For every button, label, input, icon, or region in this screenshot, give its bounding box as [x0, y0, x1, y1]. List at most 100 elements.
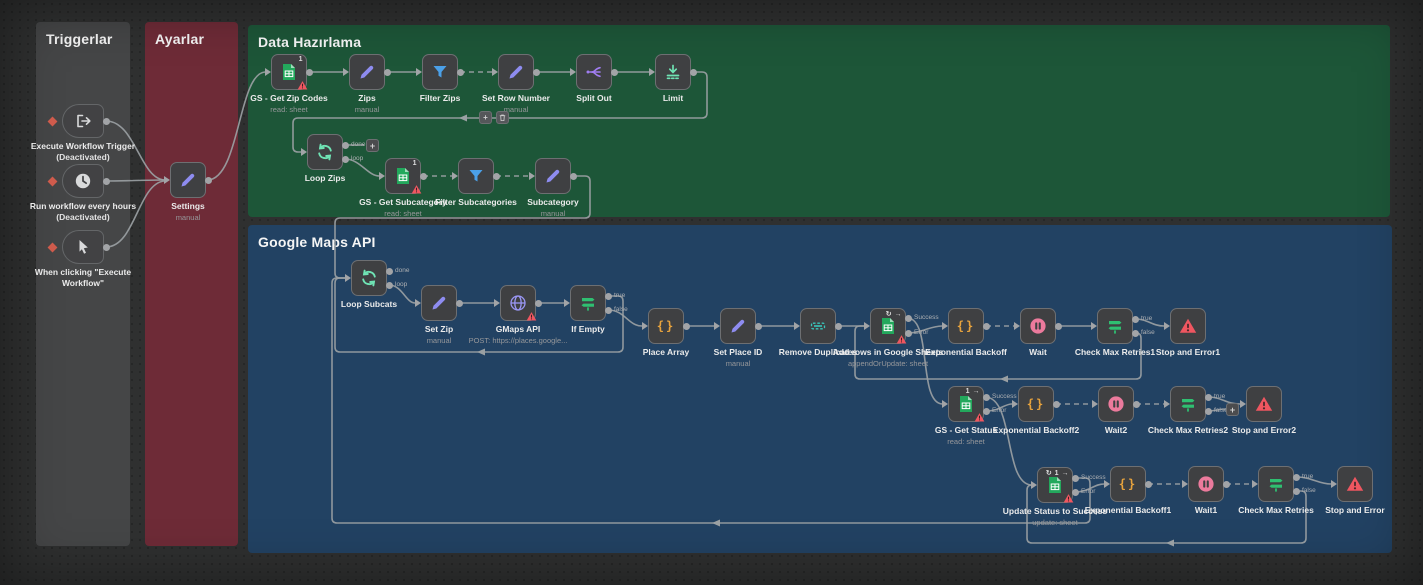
input-port-gs-get-status[interactable] — [942, 400, 948, 408]
input-port-set-zip[interactable] — [415, 299, 421, 307]
output-port-check-max-retries1-true[interactable] — [1131, 315, 1139, 323]
output-port-gs-get-zip-codes[interactable] — [305, 68, 313, 76]
output-port-split-out[interactable] — [610, 68, 618, 76]
input-port-gs-get-subcategory[interactable] — [379, 172, 385, 180]
input-port-limit[interactable] — [649, 68, 655, 76]
node-add-rows-google-sheets[interactable]: ↻ → — [870, 308, 907, 344]
input-port-check-max-retries2[interactable] — [1164, 400, 1170, 408]
node-update-status-to-success[interactable]: ↻ 1 → — [1037, 467, 1074, 503]
node-set-place-id[interactable] — [720, 308, 756, 344]
connection-if-empty.false-to-place-array[interactable] — [607, 309, 643, 327]
node-check-max-retries[interactable] — [1258, 466, 1294, 502]
node-filter-subcategories[interactable] — [458, 158, 494, 194]
output-port-update-status-to-success-Success[interactable] — [1071, 474, 1079, 482]
input-port-exponential-backoff[interactable] — [942, 322, 948, 330]
node-exponential-backoff2[interactable]: {} — [1018, 386, 1054, 422]
input-port-add-rows-google-sheets[interactable] — [864, 322, 870, 330]
connection-update-status-to-success.Success-to-loop-subcats[interactable] — [331, 277, 1091, 524]
node-stop-and-error2[interactable] — [1246, 386, 1282, 422]
input-port-stop-and-error[interactable] — [1331, 480, 1337, 488]
add-node-button-after-loop-zips-done[interactable]: + — [366, 139, 379, 152]
output-port-check-max-retries2-false[interactable] — [1204, 407, 1212, 415]
input-port-loop-zips[interactable] — [301, 148, 307, 156]
node-settings[interactable] — [170, 162, 206, 198]
node-set-row-number[interactable] — [498, 54, 534, 90]
output-port-place-array[interactable] — [682, 322, 690, 330]
node-exponential-backoff[interactable]: {} — [948, 308, 984, 344]
output-port-loop-zips-done[interactable] — [341, 141, 349, 149]
input-port-exponential-backoff2[interactable] — [1012, 400, 1018, 408]
input-port-stop-and-error1[interactable] — [1164, 322, 1170, 330]
sticky-note-settings[interactable]: Ayarlar — [145, 22, 238, 546]
input-port-update-status-to-success[interactable] — [1031, 481, 1037, 489]
output-port-set-zip[interactable] — [455, 299, 463, 307]
node-manual-trigger[interactable] — [62, 230, 104, 264]
node-check-max-retries2[interactable] — [1170, 386, 1206, 422]
connection-exec-workflow-trigger-to-settings[interactable] — [105, 120, 165, 181]
output-port-filter-zips[interactable] — [456, 68, 464, 76]
output-port-wait1[interactable] — [1222, 480, 1230, 488]
input-port-exponential-backoff1[interactable] — [1104, 480, 1110, 488]
output-port-loop-zips-loop[interactable] — [341, 155, 349, 163]
delete-connection-button[interactable] — [496, 111, 509, 124]
node-stop-and-error1[interactable] — [1170, 308, 1206, 344]
output-port-schedule-trigger[interactable] — [102, 177, 110, 185]
node-filter-zips[interactable] — [422, 54, 458, 90]
input-port-split-out[interactable] — [570, 68, 576, 76]
output-port-manual-trigger[interactable] — [102, 243, 110, 251]
output-port-gmaps-api[interactable] — [534, 299, 542, 307]
add-node-inline-button[interactable]: + — [479, 111, 492, 124]
input-port-zips[interactable] — [343, 68, 349, 76]
node-exec-workflow-trigger[interactable] — [62, 104, 104, 138]
node-loop-zips[interactable] — [307, 134, 343, 170]
input-port-remove-duplicates[interactable] — [794, 322, 800, 330]
input-port-loop-subcats[interactable] — [345, 274, 351, 282]
output-port-loop-subcats-loop[interactable] — [385, 281, 393, 289]
connection-subcategory-to-loop-subcats[interactable] — [334, 175, 591, 279]
input-port-if-empty[interactable] — [564, 299, 570, 307]
input-port-subcategory[interactable] — [529, 172, 535, 180]
node-stop-and-error[interactable] — [1337, 466, 1373, 502]
node-check-max-retries1[interactable] — [1097, 308, 1133, 344]
connection-schedule-trigger-to-settings[interactable] — [105, 179, 165, 182]
output-port-if-empty-true[interactable] — [604, 292, 612, 300]
output-port-remove-duplicates[interactable] — [834, 322, 842, 330]
connection-gs-get-status.Success-to-update-status-to-success[interactable] — [985, 396, 1032, 486]
input-port-check-max-retries[interactable] — [1252, 480, 1258, 488]
output-port-exponential-backoff[interactable] — [982, 322, 990, 330]
input-port-set-row-number[interactable] — [492, 68, 498, 76]
output-port-wait2[interactable] — [1132, 400, 1140, 408]
node-gmaps-api[interactable] — [500, 285, 537, 321]
output-port-gs-get-subcategory[interactable] — [419, 172, 427, 180]
node-set-zip[interactable] — [421, 285, 457, 321]
input-port-gs-get-zip-codes[interactable] — [265, 68, 271, 76]
output-port-gs-get-status-Success[interactable] — [982, 393, 990, 401]
node-wait1[interactable] — [1188, 466, 1224, 502]
output-port-check-max-retries-false[interactable] — [1292, 487, 1300, 495]
output-port-subcategory[interactable] — [569, 172, 577, 180]
output-port-set-place-id[interactable] — [754, 322, 762, 330]
output-port-set-row-number[interactable] — [532, 68, 540, 76]
node-wait2[interactable] — [1098, 386, 1134, 422]
output-port-check-max-retries1-false[interactable] — [1131, 329, 1139, 337]
output-port-gs-get-status-Error[interactable] — [982, 407, 990, 415]
node-exponential-backoff1[interactable]: {} — [1110, 466, 1146, 502]
node-zips[interactable] — [349, 54, 385, 90]
input-port-filter-zips[interactable] — [416, 68, 422, 76]
node-loop-subcats[interactable] — [351, 260, 387, 296]
output-port-add-rows-google-sheets-Error[interactable] — [904, 329, 912, 337]
node-gs-get-zip-codes[interactable]: 1 — [271, 54, 308, 90]
add-node-button-after-check-max-retries2-false[interactable]: + — [1226, 403, 1239, 416]
node-gs-get-subcategory[interactable]: 1 — [385, 158, 422, 194]
connection-check-max-retries1.false-to-add-rows-google-sheets[interactable] — [854, 325, 1142, 380]
connection-settings-to-gs-get-zip-codes[interactable] — [207, 71, 266, 181]
node-remove-duplicates[interactable] — [800, 308, 836, 344]
connection-loop-zips.loop-to-gs-get-subcategory[interactable] — [344, 158, 380, 177]
input-port-stop-and-error2[interactable] — [1240, 400, 1246, 408]
node-subcategory[interactable] — [535, 158, 571, 194]
output-port-wait[interactable] — [1054, 322, 1062, 330]
node-wait[interactable] — [1020, 308, 1056, 344]
output-port-settings[interactable] — [204, 176, 212, 184]
node-limit[interactable] — [655, 54, 691, 90]
input-port-gmaps-api[interactable] — [494, 299, 500, 307]
